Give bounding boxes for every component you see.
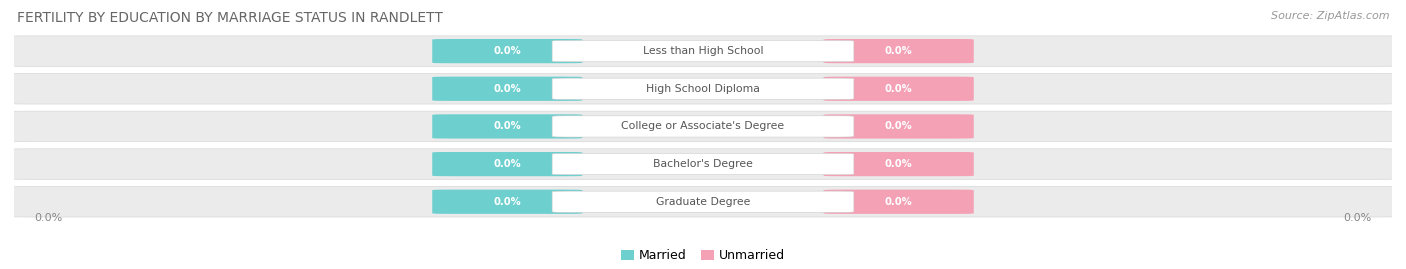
FancyBboxPatch shape <box>553 116 853 137</box>
Text: Less than High School: Less than High School <box>643 46 763 56</box>
FancyBboxPatch shape <box>553 41 853 62</box>
FancyBboxPatch shape <box>553 154 853 175</box>
Text: FERTILITY BY EDUCATION BY MARRIAGE STATUS IN RANDLETT: FERTILITY BY EDUCATION BY MARRIAGE STATU… <box>17 11 443 25</box>
FancyBboxPatch shape <box>553 191 853 212</box>
Text: 0.0%: 0.0% <box>35 213 63 222</box>
Text: 0.0%: 0.0% <box>494 84 522 94</box>
Text: College or Associate's Degree: College or Associate's Degree <box>621 121 785 132</box>
FancyBboxPatch shape <box>553 78 853 99</box>
FancyBboxPatch shape <box>824 190 974 214</box>
Text: Source: ZipAtlas.com: Source: ZipAtlas.com <box>1271 11 1389 21</box>
Legend: Married, Unmarried: Married, Unmarried <box>616 244 790 267</box>
Text: 0.0%: 0.0% <box>494 46 522 56</box>
Text: 0.0%: 0.0% <box>884 121 912 132</box>
FancyBboxPatch shape <box>824 39 974 63</box>
Text: 0.0%: 0.0% <box>494 159 522 169</box>
FancyBboxPatch shape <box>7 36 1399 66</box>
Text: Graduate Degree: Graduate Degree <box>655 197 751 207</box>
FancyBboxPatch shape <box>824 114 974 139</box>
FancyBboxPatch shape <box>432 152 582 176</box>
Text: 0.0%: 0.0% <box>884 159 912 169</box>
FancyBboxPatch shape <box>7 111 1399 142</box>
Text: 0.0%: 0.0% <box>884 197 912 207</box>
FancyBboxPatch shape <box>432 190 582 214</box>
Text: Bachelor's Degree: Bachelor's Degree <box>652 159 754 169</box>
FancyBboxPatch shape <box>432 39 582 63</box>
FancyBboxPatch shape <box>824 77 974 101</box>
FancyBboxPatch shape <box>432 114 582 139</box>
FancyBboxPatch shape <box>7 73 1399 104</box>
FancyBboxPatch shape <box>824 152 974 176</box>
Text: 0.0%: 0.0% <box>884 84 912 94</box>
FancyBboxPatch shape <box>432 77 582 101</box>
FancyBboxPatch shape <box>7 149 1399 179</box>
Text: High School Diploma: High School Diploma <box>647 84 759 94</box>
Text: 0.0%: 0.0% <box>494 121 522 132</box>
Text: 0.0%: 0.0% <box>494 197 522 207</box>
Text: 0.0%: 0.0% <box>884 46 912 56</box>
Text: 0.0%: 0.0% <box>1343 213 1371 222</box>
FancyBboxPatch shape <box>7 186 1399 217</box>
